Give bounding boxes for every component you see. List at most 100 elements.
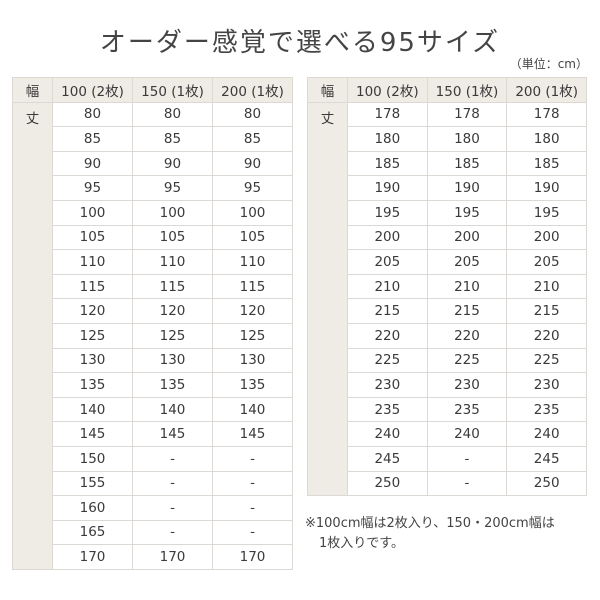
size-cell: - [132, 495, 213, 521]
column-header: 150 (1枚) [426, 77, 508, 103]
header-row: 幅 100 (2枚) 150 (1枚) 200 (1枚) [307, 77, 587, 103]
table-row: 195 195 195 [308, 199, 587, 226]
table-row: 230 230 230 [308, 372, 587, 398]
table-row: 245-245 [308, 445, 587, 472]
size-cell: 230 [506, 372, 587, 398]
size-cell: 95 [212, 175, 293, 201]
table-row: 105 105 105 [13, 224, 293, 251]
size-cell: 150 [52, 445, 133, 472]
size-cell: 185 [347, 150, 428, 177]
size-cell: 210 [506, 273, 587, 300]
size-cell: 110 [212, 249, 293, 275]
size-cell: 80 [52, 101, 133, 128]
table-row: 85 85 85 [13, 126, 293, 152]
column-header: 100 (2枚) [52, 77, 133, 103]
size-cell: 240 [347, 421, 428, 447]
size-cell: 120 [212, 298, 293, 324]
column-header: 200 (1枚) [506, 77, 587, 103]
size-cell: 210 [426, 273, 508, 300]
size-cell: 235 [506, 396, 587, 423]
size-cell: 195 [347, 199, 428, 226]
size-cell: 178 [347, 101, 428, 128]
size-cell: 245 [347, 445, 428, 472]
size-cell: 225 [426, 347, 508, 374]
size-cell: 210 [347, 273, 428, 300]
size-cell: 100 [132, 199, 213, 226]
size-cell: 105 [212, 224, 293, 251]
size-cell: 215 [347, 298, 428, 324]
size-table-left: 幅 100 (2枚) 150 (1枚) 200 (1枚) 丈 80 80 80 85 85 85 90… [12, 77, 293, 570]
size-cell: 115 [132, 273, 213, 300]
size-cell: 178 [506, 101, 587, 128]
size-cell: 105 [52, 224, 133, 251]
length-label: 丈 [307, 101, 348, 497]
table-row: 135 135 135 [13, 372, 293, 398]
size-cell: 170 [132, 544, 213, 570]
size-cell: 195 [426, 199, 508, 226]
size-cell: 170 [52, 544, 133, 570]
column-header: 100 (2枚) [347, 77, 428, 103]
size-cell: 85 [52, 126, 133, 152]
table-row: 235 235 235 [308, 396, 587, 423]
size-cell: 155 [52, 470, 133, 497]
table-row: 120 120 120 [13, 298, 293, 324]
table-row: 155- - [13, 470, 293, 497]
table-row: 185 185 185 [308, 150, 587, 177]
column-header: 200 (1枚) [212, 77, 293, 103]
table-row: 240 240 240 [308, 421, 587, 447]
size-cell: 200 [426, 224, 508, 251]
size-cell: 80 [212, 101, 293, 128]
size-cell: 145 [212, 421, 293, 447]
size-cell: 135 [132, 372, 213, 398]
size-cell: 180 [426, 126, 508, 152]
size-cell: 125 [52, 322, 133, 349]
size-cell: 195 [506, 199, 587, 226]
table-row: 215 215 215 [308, 298, 587, 324]
page-title: オーダー感覚で選べる95サイズ [99, 28, 501, 58]
size-cell: 220 [347, 322, 428, 349]
size-cell: - [426, 470, 508, 497]
size-cell: 125 [212, 322, 293, 349]
table-row: 130 130 130 [13, 347, 293, 374]
header-row: 幅 100 (2枚) 150 (1枚) 200 (1枚) [12, 77, 293, 103]
table-row: 250-250 [308, 470, 587, 497]
footnote: ※100cm幅は2枚入り、150・200cm幅は 1枚入りです。 [305, 514, 555, 554]
table-row: 145 145 145 [13, 421, 293, 447]
size-cell: 110 [52, 249, 133, 275]
size-cell: 200 [506, 224, 587, 251]
size-cell: 225 [506, 347, 587, 374]
size-cell: 165 [52, 519, 133, 546]
size-cell: 205 [426, 249, 508, 275]
size-cell: 215 [426, 298, 508, 324]
table-row: 95 95 95 [13, 175, 293, 201]
size-cell: 240 [426, 421, 508, 447]
size-cell: 90 [212, 150, 293, 177]
size-cell: 140 [52, 396, 133, 423]
table-row: 150- - [13, 445, 293, 472]
size-cell: 200 [347, 224, 428, 251]
table-row: 205 205 205 [308, 249, 587, 275]
size-cell: 140 [132, 396, 213, 423]
size-cell: - [426, 445, 508, 472]
size-cell: 180 [506, 126, 587, 152]
size-cell: 235 [347, 396, 428, 423]
size-cell: 180 [347, 126, 428, 152]
footnote-line-1: ※100cm幅は2枚入り、150・200cm幅は [305, 516, 555, 531]
size-cell: 215 [506, 298, 587, 324]
size-cell: 130 [212, 347, 293, 374]
size-cell: 115 [52, 273, 133, 300]
size-cell: - [212, 470, 293, 497]
size-cell: 230 [347, 372, 428, 398]
size-cell: 240 [506, 421, 587, 447]
table-row: 140 140 140 [13, 396, 293, 423]
table-row: 90 90 90 [13, 150, 293, 177]
table-row: 165- - [13, 519, 293, 546]
width-label: 幅 [12, 77, 53, 103]
size-cell: - [132, 470, 213, 497]
size-cell: - [212, 495, 293, 521]
size-cell: 178 [426, 101, 508, 128]
table-row: 160- - [13, 495, 293, 521]
size-cell: 95 [132, 175, 213, 201]
size-cell: 235 [426, 396, 508, 423]
table-row: 190 190 190 [308, 175, 587, 201]
